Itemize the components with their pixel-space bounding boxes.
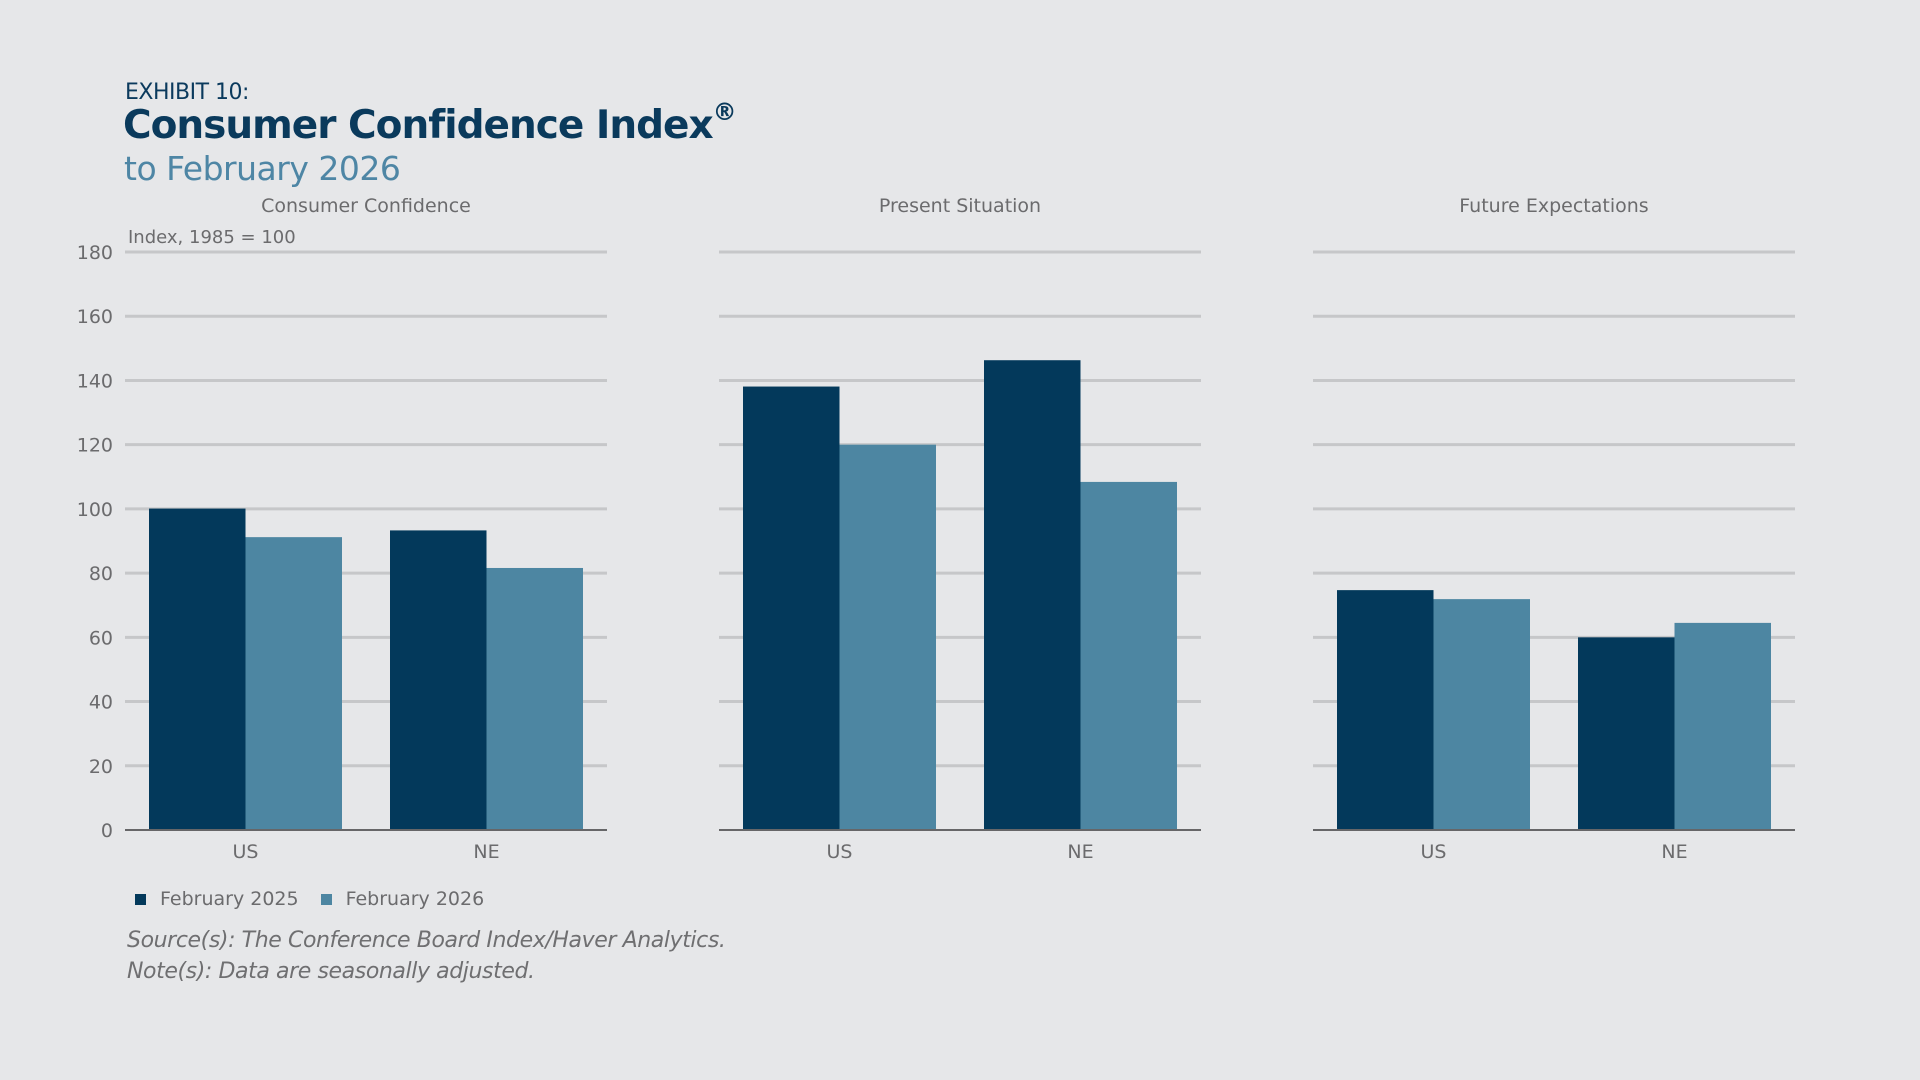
bar-consumer-confidence-us-february-2026 <box>245 537 342 830</box>
y-tick-label-60: 60 <box>89 627 113 649</box>
panel-title-future-expectations: Future Expectations <box>1459 195 1648 217</box>
legend-swatch-feb-2025 <box>135 893 146 905</box>
bar-consumer-confidence-ne-february-2026 <box>486 567 583 830</box>
legend: February 2025 February 2026 <box>135 888 506 910</box>
bar-present-situation-ne-february-2025 <box>984 360 1081 830</box>
y-tick-label-140: 140 <box>77 370 113 392</box>
y-tick-label-0: 0 <box>101 820 113 842</box>
y-tick-label-80: 80 <box>89 563 113 585</box>
legend-label-feb-2026: February 2026 <box>345 888 485 910</box>
legend-item-feb-2026: February 2026 <box>320 888 485 910</box>
bar-present-situation-ne-february-2026 <box>1080 481 1177 830</box>
y-tick-label-160: 160 <box>77 306 113 328</box>
y-tick-label-40: 40 <box>89 692 113 714</box>
legend-label-feb-2025: February 2025 <box>160 888 299 910</box>
legend-item-feb-2025: February 2025 <box>135 888 299 910</box>
source-note: Source(s): The Conference Board Index/Ha… <box>127 928 726 953</box>
y-axis-label: Index, 1985 = 100 <box>128 227 296 248</box>
exhibit-label: EXHIBIT 10: <box>125 80 249 105</box>
y-tick-label-100: 100 <box>77 499 113 521</box>
chart-subtitle: to February 2026 <box>124 149 401 188</box>
bar-present-situation-us-february-2026 <box>839 444 936 830</box>
panel-title-consumer-confidence: Consumer Confidence <box>261 195 471 217</box>
bar-consumer-confidence-ne-february-2025 <box>390 530 487 830</box>
panel-title-present-situation: Present Situation <box>879 195 1041 217</box>
legend-swatch-feb-2026 <box>320 893 332 905</box>
bar-future-expectations-us-february-2026 <box>1433 599 1530 830</box>
x-tick-label-present-situation-us: US <box>827 841 853 863</box>
registered-mark: ® <box>712 98 737 126</box>
bar-future-expectations-ne-february-2026 <box>1674 622 1771 830</box>
chart-title-text: Consumer Confidence Index <box>123 103 714 148</box>
bar-present-situation-us-february-2025 <box>743 386 840 830</box>
x-tick-label-consumer-confidence-ne: NE <box>473 841 499 863</box>
data-note: Note(s): Data are seasonally adjusted. <box>127 959 535 984</box>
y-tick-label-180: 180 <box>77 242 113 264</box>
x-tick-label-consumer-confidence-us: US <box>233 841 259 863</box>
footnotes: Source(s): The Conference Board Index/Ha… <box>127 925 726 987</box>
bar-consumer-confidence-us-february-2025 <box>149 508 246 830</box>
x-tick-label-future-expectations-us: US <box>1421 841 1447 863</box>
y-tick-label-120: 120 <box>77 435 113 457</box>
x-tick-label-present-situation-ne: NE <box>1067 841 1093 863</box>
bar-future-expectations-ne-february-2025 <box>1578 637 1675 830</box>
y-tick-label-20: 20 <box>89 756 113 778</box>
bar-future-expectations-us-february-2025 <box>1337 590 1434 830</box>
chart-title: Consumer Confidence Index® <box>123 98 737 148</box>
x-tick-label-future-expectations-ne: NE <box>1661 841 1687 863</box>
